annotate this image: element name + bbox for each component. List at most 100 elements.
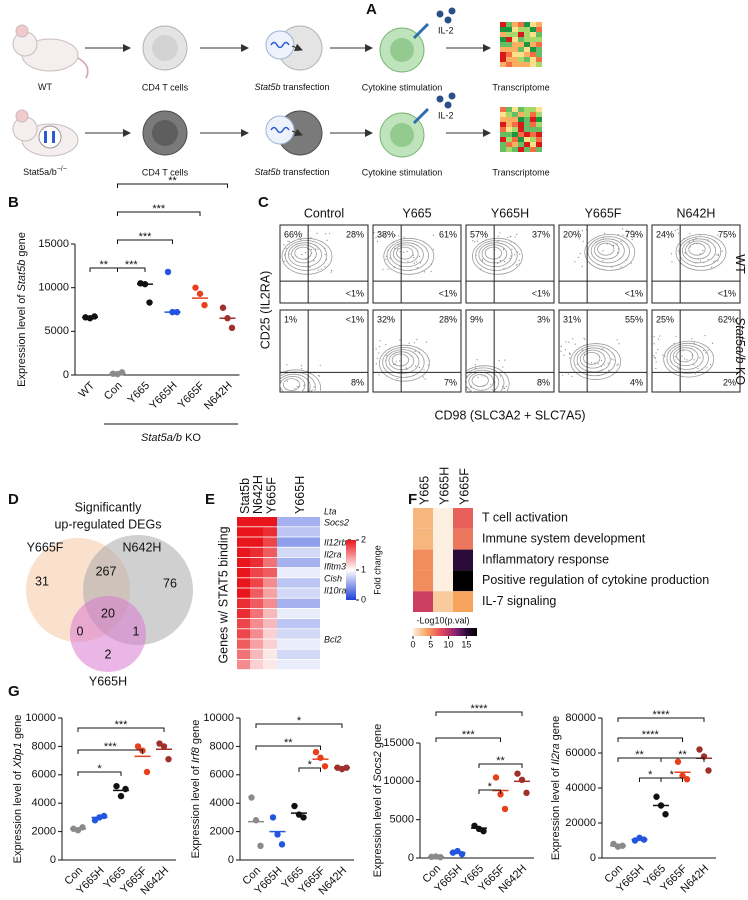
event bbox=[302, 402, 303, 403]
event bbox=[375, 363, 377, 365]
y-tick-label: 8000 bbox=[32, 740, 56, 752]
quadrant-label: 31% bbox=[563, 314, 581, 324]
transcriptome-cell bbox=[500, 57, 506, 62]
heatmap-cell bbox=[433, 591, 453, 612]
heatmap-cell bbox=[263, 578, 277, 588]
y-tick-label: 4000 bbox=[210, 797, 234, 809]
event bbox=[516, 233, 518, 236]
gene-label: Socs2 bbox=[324, 517, 349, 527]
heatmap-cell bbox=[263, 537, 277, 547]
event bbox=[414, 350, 416, 353]
transcriptome-cell bbox=[512, 27, 518, 32]
contour bbox=[475, 240, 518, 271]
event bbox=[608, 369, 610, 371]
event bbox=[709, 363, 711, 366]
event bbox=[689, 232, 691, 235]
contour bbox=[280, 369, 321, 392]
data-point bbox=[274, 831, 281, 838]
transcriptome-cell bbox=[518, 137, 524, 142]
heatmap-cell bbox=[237, 527, 250, 537]
event bbox=[399, 251, 401, 253]
event bbox=[432, 248, 435, 250]
contours bbox=[280, 232, 333, 275]
event bbox=[294, 388, 296, 390]
event bbox=[565, 341, 567, 343]
transcriptome-cell bbox=[500, 32, 506, 37]
event bbox=[677, 250, 680, 252]
event bbox=[482, 394, 483, 395]
heatmap-cell bbox=[250, 537, 263, 547]
significance-bracket bbox=[117, 211, 201, 216]
event bbox=[490, 383, 492, 385]
transfection-label-part: transfection bbox=[281, 167, 330, 177]
mouse-ear bbox=[15, 109, 29, 123]
event bbox=[283, 260, 285, 262]
x-tick-label: N642H bbox=[202, 380, 235, 413]
gene-label: Bcl2 bbox=[324, 634, 342, 644]
transcriptome-cell bbox=[518, 32, 524, 37]
event bbox=[311, 399, 312, 400]
event bbox=[569, 353, 571, 355]
event bbox=[502, 366, 504, 368]
transcriptome-cell bbox=[518, 132, 524, 137]
event bbox=[264, 378, 265, 379]
panel-letter: G bbox=[8, 683, 20, 700]
y-tick-label: 0 bbox=[590, 852, 596, 864]
y-axis-label: Expression level of Irf8 gene bbox=[190, 720, 202, 859]
event bbox=[688, 241, 690, 243]
event bbox=[462, 237, 463, 238]
panel-letter: A bbox=[366, 1, 377, 18]
contours bbox=[466, 359, 510, 395]
event bbox=[406, 250, 408, 253]
data-point bbox=[653, 793, 660, 800]
nucleus bbox=[152, 35, 178, 61]
transcriptome-cell bbox=[536, 137, 542, 142]
event bbox=[296, 390, 299, 392]
event bbox=[618, 343, 620, 345]
transcriptome-cell bbox=[500, 142, 506, 147]
contour bbox=[666, 342, 709, 374]
transcriptome-cell bbox=[506, 147, 512, 152]
event bbox=[611, 358, 613, 360]
transcriptome-cell bbox=[518, 47, 524, 52]
transcriptome-cell bbox=[506, 112, 512, 117]
mouse-label: Stat5a/b−/− bbox=[23, 166, 67, 177]
heatmap-cell bbox=[237, 598, 250, 608]
event bbox=[578, 256, 580, 259]
event bbox=[602, 250, 604, 252]
event bbox=[387, 268, 389, 270]
event bbox=[497, 240, 499, 243]
row-label: Stat5a/b KO bbox=[733, 317, 747, 385]
transcriptome-cell bbox=[536, 47, 542, 52]
colorbar-tick-label: 0 bbox=[361, 594, 366, 604]
event bbox=[301, 253, 303, 256]
significance-bracket bbox=[617, 717, 705, 722]
significance-label: *** bbox=[152, 203, 166, 215]
y-axis-label-part: Stat5b bbox=[16, 260, 28, 292]
term-label: IL-7 signaling bbox=[482, 594, 556, 608]
transcriptome-cell bbox=[518, 22, 524, 27]
heatmap-cell bbox=[250, 578, 263, 588]
x-axis-label: CD98 (SLC3A2 + SLC7A5) bbox=[434, 408, 585, 422]
event bbox=[581, 265, 583, 267]
heatmap-cell bbox=[250, 649, 263, 659]
contour bbox=[593, 240, 620, 260]
vector bbox=[265, 115, 295, 145]
transcriptome-cell bbox=[536, 127, 542, 132]
transcriptome-cell bbox=[500, 27, 506, 32]
event bbox=[412, 254, 415, 256]
transcriptome-cell bbox=[524, 37, 530, 42]
event bbox=[574, 343, 576, 345]
event bbox=[625, 235, 627, 237]
event bbox=[289, 253, 291, 255]
transcriptome-cell bbox=[536, 52, 542, 57]
panel-letter: F bbox=[408, 491, 417, 508]
cells-label: CD4 T cells bbox=[142, 167, 189, 177]
group-label: Stat5a/b KO bbox=[141, 432, 201, 444]
nucleus bbox=[390, 38, 414, 62]
significance-bracket bbox=[660, 757, 705, 762]
significance-bracket bbox=[435, 737, 501, 742]
event bbox=[274, 385, 275, 386]
event bbox=[481, 394, 482, 395]
